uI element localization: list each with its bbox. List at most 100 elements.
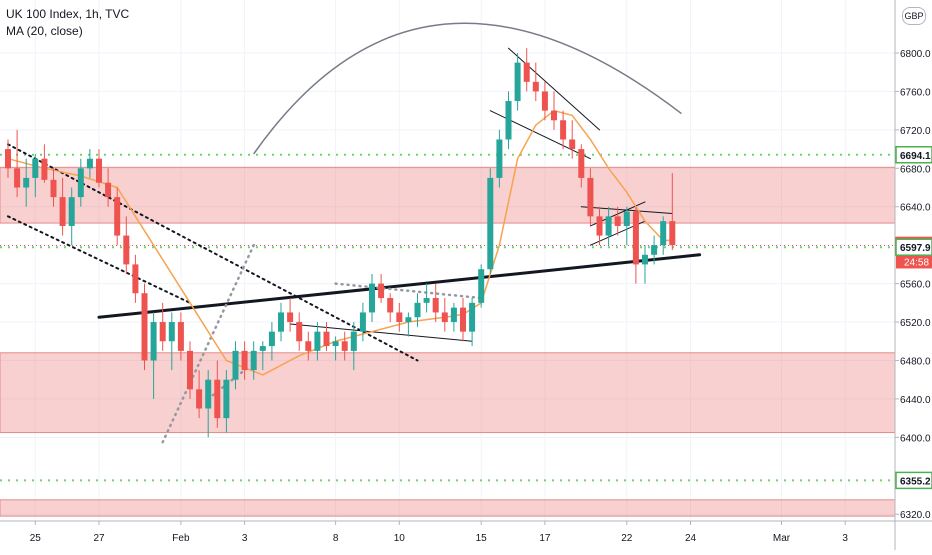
candle[interactable]: [669, 173, 676, 250]
candle[interactable]: [141, 283, 148, 371]
candle[interactable]: [68, 187, 75, 246]
trendline[interactable]: [97, 253, 702, 319]
sr-zone[interactable]: [0, 352, 896, 434]
candle[interactable]: [569, 120, 576, 159]
trendline[interactable]: [161, 243, 255, 444]
price-level-label[interactable]: 6597.9: [900, 243, 931, 254]
candle[interactable]: [496, 129, 503, 188]
candle[interactable]: [41, 144, 48, 183]
trendline[interactable]: [334, 282, 483, 300]
trendline[interactable]: [508, 47, 600, 131]
trendline[interactable]: [7, 215, 191, 304]
candle[interactable]: [59, 177, 66, 236]
candle-body: [305, 341, 312, 351]
candle[interactable]: [123, 216, 130, 274]
candle[interactable]: [232, 341, 239, 390]
candle-body: [187, 350, 193, 390]
candle[interactable]: [523, 48, 530, 92]
candle[interactable]: [250, 341, 257, 380]
candle[interactable]: [387, 293, 394, 323]
candle[interactable]: [23, 158, 30, 207]
candle[interactable]: [259, 341, 266, 371]
candle[interactable]: [332, 336, 339, 361]
candle[interactable]: [551, 91, 557, 130]
candle[interactable]: [359, 302, 366, 342]
candle[interactable]: [614, 206, 621, 236]
candle[interactable]: [505, 91, 512, 150]
sr-zone[interactable]: [0, 166, 896, 224]
symbol-title[interactable]: UK 100 Index, 1h, TVC: [6, 7, 130, 21]
candle[interactable]: [314, 322, 321, 361]
trendline[interactable]: [289, 323, 473, 342]
candle[interactable]: [514, 53, 521, 111]
candle[interactable]: [605, 206, 612, 246]
candle[interactable]: [651, 235, 658, 265]
candle[interactable]: [369, 274, 375, 323]
candle[interactable]: [168, 312, 175, 371]
price-level-label[interactable]: 6694.1: [900, 151, 931, 162]
indicator-title[interactable]: MA (20, close): [6, 24, 83, 38]
candle[interactable]: [77, 158, 84, 207]
sr-zone[interactable]: [0, 499, 896, 517]
candle[interactable]: [5, 139, 11, 178]
candle[interactable]: [623, 206, 630, 246]
candle[interactable]: [487, 168, 494, 274]
candle[interactable]: [423, 283, 430, 313]
sr-zones: [0, 166, 896, 517]
candle[interactable]: [378, 274, 385, 303]
candle[interactable]: [105, 168, 112, 207]
candle[interactable]: [350, 322, 357, 371]
candle[interactable]: [32, 153, 39, 198]
candle[interactable]: [159, 302, 166, 351]
candle[interactable]: [632, 206, 639, 284]
candle[interactable]: [578, 144, 585, 188]
candle[interactable]: [642, 245, 648, 284]
candle[interactable]: [187, 341, 193, 399]
arc-drawing[interactable]: [253, 22, 682, 155]
currency-button[interactable]: GBP: [902, 7, 926, 25]
candle[interactable]: [541, 81, 548, 121]
candle[interactable]: [305, 331, 312, 361]
candle[interactable]: [469, 298, 476, 347]
candle[interactable]: [214, 360, 221, 428]
candle[interactable]: [460, 298, 466, 342]
candle[interactable]: [414, 293, 421, 327]
candle[interactable]: [196, 370, 203, 419]
candle[interactable]: [278, 302, 284, 342]
candle[interactable]: [96, 149, 102, 188]
candle[interactable]: [177, 312, 184, 361]
candle[interactable]: [268, 322, 275, 361]
candle[interactable]: [560, 110, 567, 150]
candle[interactable]: [205, 370, 212, 438]
candle[interactable]: [532, 62, 539, 102]
candle[interactable]: [341, 331, 348, 361]
candle[interactable]: [223, 370, 230, 433]
candle-body: [341, 341, 348, 351]
price-level-label[interactable]: 6355.2: [900, 476, 931, 487]
candle[interactable]: [478, 264, 485, 308]
candle[interactable]: [14, 129, 21, 198]
candle[interactable]: [323, 322, 330, 351]
candle[interactable]: [296, 312, 303, 351]
trendline[interactable]: [7, 143, 419, 362]
candle[interactable]: [450, 302, 457, 332]
candle[interactable]: [241, 341, 248, 380]
candle[interactable]: [287, 298, 294, 332]
candle[interactable]: [396, 302, 403, 332]
candle[interactable]: [405, 312, 412, 337]
candle[interactable]: [660, 216, 667, 255]
candle[interactable]: [441, 298, 448, 332]
candle[interactable]: [132, 254, 139, 303]
candle[interactable]: [114, 187, 121, 246]
candle[interactable]: [50, 168, 57, 207]
candle[interactable]: [596, 206, 603, 246]
candle[interactable]: [432, 283, 439, 323]
trendline[interactable]: [489, 110, 591, 160]
candle[interactable]: [150, 312, 157, 399]
candle[interactable]: [587, 168, 594, 226]
price-tick-label: 6800.0: [900, 49, 931, 60]
candle[interactable]: [86, 149, 93, 178]
